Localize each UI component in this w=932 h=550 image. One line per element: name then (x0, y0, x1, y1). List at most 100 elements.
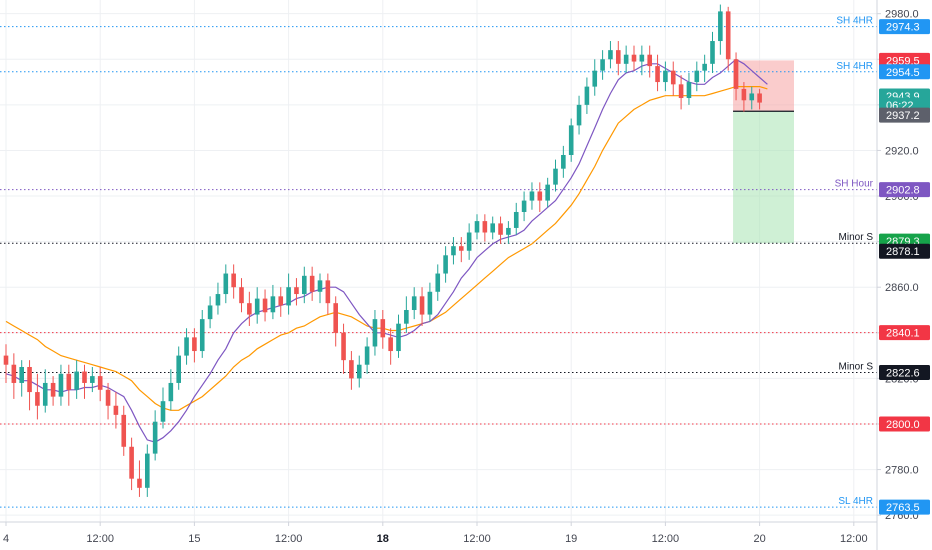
candle-up (443, 246, 448, 283)
candle-body (561, 155, 566, 169)
candle-body (19, 366, 24, 383)
candle-up (592, 59, 598, 96)
candle-up (58, 364, 64, 406)
price-badge-bg (879, 416, 930, 432)
candle-down (97, 366, 103, 402)
candle-body (427, 291, 433, 315)
candle-body (247, 303, 252, 315)
candle-down (247, 291, 252, 326)
candle-body (749, 93, 755, 101)
candle-body (419, 296, 425, 315)
candle-down (262, 289, 268, 322)
candle-down (3, 344, 9, 383)
candle-down (341, 323, 346, 374)
candle-body (50, 382, 56, 397)
candle-up (223, 264, 229, 304)
price-badge: 2878.1 (879, 243, 930, 259)
candle-up (184, 328, 189, 365)
time-axis[interactable]: 4 12:00 15 12:00 18 12:00 19 12:00 20 12:00 (3, 522, 868, 545)
candle-body (686, 82, 692, 99)
candle-down (66, 364, 72, 406)
candle-down (129, 437, 134, 491)
candle-down (757, 88, 762, 110)
candle-down (725, 6, 731, 71)
price-badges: 2974.32959.52954.52943.906:222937.22902.… (879, 19, 930, 515)
candle-up (90, 366, 95, 393)
candle-down (733, 52, 739, 101)
candle-body (176, 355, 181, 383)
candle-down (380, 310, 386, 349)
price-badge-bg (879, 364, 930, 380)
candle-body (223, 273, 229, 295)
candle-body (364, 346, 370, 365)
candle-body (215, 294, 221, 306)
time-tick-label: 19 (565, 533, 577, 545)
price-badge-label: 2800.0 (886, 419, 920, 431)
candle-up (694, 61, 700, 92)
price-badge: 2954.5 (879, 64, 930, 80)
candle-up (608, 41, 613, 69)
price-badge-label: 2840.1 (886, 328, 920, 340)
candle-body (42, 382, 48, 406)
candle-body (482, 221, 488, 233)
candle-body (121, 414, 127, 447)
candle-down (325, 273, 331, 315)
candle-body (349, 360, 354, 379)
candle-up (686, 72, 692, 105)
candle-body (231, 273, 236, 288)
candle-up (427, 282, 433, 322)
time-tick-label: 12:00 (840, 533, 868, 545)
candle-body (498, 223, 503, 235)
candle-body (663, 70, 668, 83)
candle-body (694, 70, 700, 83)
candle-up (317, 273, 323, 304)
candle-up (545, 177, 550, 208)
price-badge: 2763.5 (879, 499, 930, 515)
stop-loss-zone[interactable] (733, 60, 794, 112)
candle-body (35, 392, 40, 406)
candle-down (294, 278, 299, 306)
candle-body (459, 246, 464, 251)
candle-body (82, 371, 87, 383)
price-badge-bg (879, 107, 930, 123)
moving-averages (5, 58, 768, 443)
candle-body (725, 11, 731, 60)
candle-body (239, 287, 244, 304)
candle-up (506, 221, 511, 244)
candle-body (74, 371, 79, 390)
candle-up (286, 273, 291, 315)
candle-down (349, 351, 354, 390)
candle-body (404, 310, 409, 324)
candle-body (435, 273, 441, 292)
candle-down (137, 460, 142, 497)
price-badge-bg (879, 52, 930, 68)
level-label: SH 4HR (836, 16, 873, 27)
candle-body (592, 70, 598, 87)
price-tick-label: 2780.0 (885, 465, 919, 477)
candle-down (616, 41, 621, 76)
candle-body (529, 191, 535, 201)
candle-body (678, 84, 684, 99)
candle-down (105, 382, 111, 420)
candle-up (576, 95, 582, 135)
candle-body (741, 88, 747, 101)
candle-up (207, 296, 213, 329)
candle-up (513, 202, 519, 235)
candle-down (35, 373, 40, 420)
candles (3, 4, 762, 497)
price-badge-label: 2954.5 (886, 67, 920, 79)
candle-body (718, 11, 723, 42)
take-profit-zone[interactable] (733, 111, 794, 244)
candle-body (631, 54, 637, 62)
candle-up (168, 369, 174, 411)
time-tick-label: 12:00 (275, 533, 303, 545)
ema-slow-line (5, 86, 768, 411)
candle-body (58, 373, 64, 397)
candle-body (474, 221, 480, 233)
candle-body (553, 168, 558, 185)
candle-body (341, 332, 346, 361)
position-zones[interactable] (733, 60, 794, 244)
candle-body (506, 227, 511, 235)
candle-up (411, 287, 417, 320)
